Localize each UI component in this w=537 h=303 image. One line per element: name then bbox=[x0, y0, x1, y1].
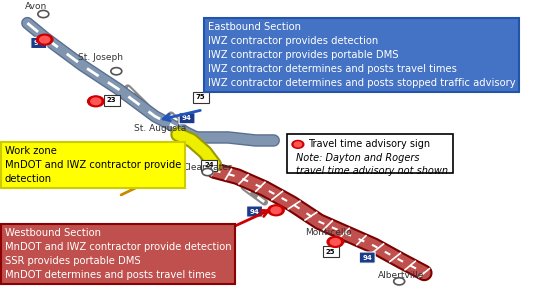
Circle shape bbox=[111, 68, 122, 75]
Circle shape bbox=[327, 236, 344, 247]
Text: Clearwater: Clearwater bbox=[183, 163, 233, 172]
Text: Monticello: Monticello bbox=[305, 228, 352, 237]
FancyBboxPatch shape bbox=[359, 252, 375, 263]
Text: Eastbound Section
IWZ contractor provides detection
IWZ contractor provides port: Eastbound Section IWZ contractor provide… bbox=[208, 22, 515, 88]
Text: 75: 75 bbox=[196, 94, 206, 100]
Text: Avon: Avon bbox=[25, 2, 48, 11]
Circle shape bbox=[91, 98, 101, 105]
Circle shape bbox=[268, 205, 284, 216]
FancyBboxPatch shape bbox=[323, 246, 339, 257]
Text: Albertville: Albertville bbox=[378, 271, 425, 280]
FancyBboxPatch shape bbox=[179, 113, 195, 124]
FancyBboxPatch shape bbox=[104, 95, 120, 106]
Circle shape bbox=[330, 238, 340, 245]
Text: 94: 94 bbox=[250, 208, 259, 215]
Circle shape bbox=[88, 96, 104, 107]
Circle shape bbox=[38, 10, 49, 18]
Circle shape bbox=[394, 278, 405, 285]
Text: 23: 23 bbox=[107, 97, 117, 103]
Circle shape bbox=[37, 34, 53, 45]
FancyBboxPatch shape bbox=[246, 206, 263, 217]
Circle shape bbox=[271, 207, 281, 214]
Text: 25: 25 bbox=[326, 248, 336, 255]
Text: Westbound Section
MnDOT and IWZ contractor provide detection
SSR provides portab: Westbound Section MnDOT and IWZ contract… bbox=[4, 228, 231, 280]
Text: St. Joseph: St. Joseph bbox=[78, 53, 123, 62]
Text: Work zone
MnDOT and IWZ contractor provide
detection: Work zone MnDOT and IWZ contractor provi… bbox=[4, 146, 181, 185]
Text: Note: Dayton and Rogers
travel time advisory not shown: Note: Dayton and Rogers travel time advi… bbox=[295, 152, 448, 176]
Circle shape bbox=[40, 36, 50, 43]
Text: 24: 24 bbox=[204, 162, 214, 168]
FancyBboxPatch shape bbox=[287, 135, 453, 173]
Text: 94: 94 bbox=[182, 115, 192, 121]
Text: St. Augusta: St. Augusta bbox=[134, 124, 186, 133]
Circle shape bbox=[294, 142, 302, 147]
FancyBboxPatch shape bbox=[193, 92, 209, 103]
Circle shape bbox=[202, 168, 213, 176]
Text: 94: 94 bbox=[34, 40, 43, 46]
Text: Travel time advisory sign: Travel time advisory sign bbox=[308, 139, 430, 149]
Circle shape bbox=[292, 141, 304, 148]
FancyBboxPatch shape bbox=[31, 37, 47, 48]
FancyBboxPatch shape bbox=[201, 160, 217, 171]
Text: 94: 94 bbox=[362, 255, 372, 261]
